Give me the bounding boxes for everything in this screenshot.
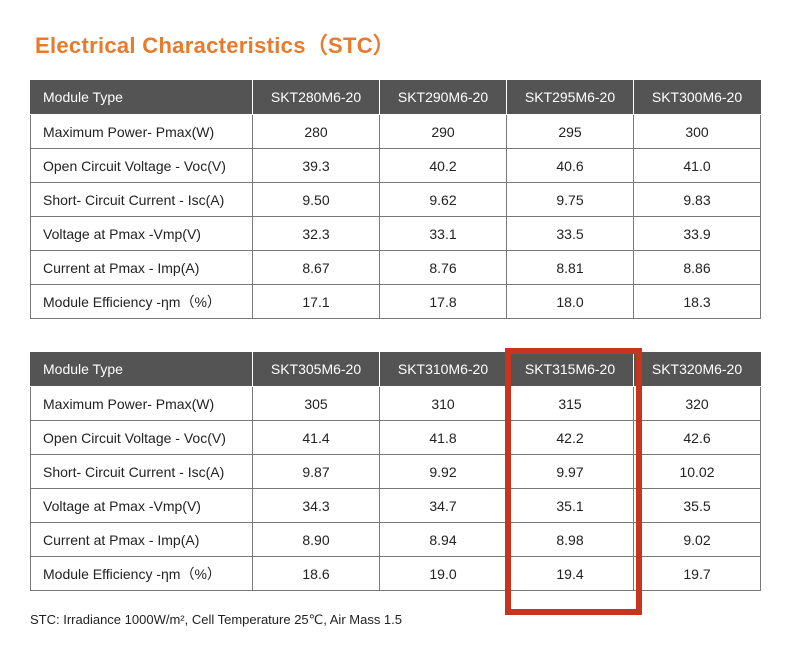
- value-cell: 8.67: [252, 250, 380, 285]
- value-cell: 9.75: [506, 182, 634, 217]
- value-cell: 41.4: [252, 420, 380, 455]
- value-cell: 10.02: [633, 454, 761, 489]
- value-cell: 305: [252, 386, 380, 421]
- row-label: Current at Pmax - Imp(A): [30, 522, 253, 557]
- row-label: Maximum Power- Pmax(W): [30, 114, 253, 149]
- header-cell-model: SKT280M6-20: [252, 80, 380, 115]
- row-label: Short- Circuit Current - Isc(A): [30, 454, 253, 489]
- value-cell: 40.2: [379, 148, 507, 183]
- table-row: Module Efficiency -ηm（%） 18.6 19.0 19.4 …: [30, 556, 761, 591]
- value-cell: 8.94: [379, 522, 507, 557]
- header-cell-module-type: Module Type: [30, 80, 253, 115]
- table-header-row: Module Type SKT280M6-20 SKT290M6-20 SKT2…: [30, 80, 761, 115]
- value-cell: 300: [633, 114, 761, 149]
- table-row: Maximum Power- Pmax(W) 305 310 315 320: [30, 386, 761, 421]
- header-cell-model: SKT315M6-20: [506, 352, 634, 387]
- value-cell: 33.1: [379, 216, 507, 251]
- value-cell: 9.62: [379, 182, 507, 217]
- value-cell: 18.3: [633, 284, 761, 319]
- header-cell-model: SKT300M6-20: [633, 80, 761, 115]
- value-cell: 8.98: [506, 522, 634, 557]
- row-label: Voltage at Pmax -Vmp(V): [30, 488, 253, 523]
- value-cell: 17.1: [252, 284, 380, 319]
- value-cell: 9.92: [379, 454, 507, 489]
- table-row: Voltage at Pmax -Vmp(V) 34.3 34.7 35.1 3…: [30, 488, 761, 523]
- value-cell: 9.02: [633, 522, 761, 557]
- spec-table-1: Module Type SKT280M6-20 SKT290M6-20 SKT2…: [30, 80, 761, 319]
- value-cell: 35.1: [506, 488, 634, 523]
- value-cell: 19.0: [379, 556, 507, 591]
- header-cell-model: SKT310M6-20: [379, 352, 507, 387]
- table-row: Open Circuit Voltage - Voc(V) 41.4 41.8 …: [30, 420, 761, 455]
- value-cell: 42.2: [506, 420, 634, 455]
- row-label: Current at Pmax - Imp(A): [30, 250, 253, 285]
- header-cell-model: SKT305M6-20: [252, 352, 380, 387]
- value-cell: 41.0: [633, 148, 761, 183]
- row-label: Maximum Power- Pmax(W): [30, 386, 253, 421]
- row-label: Module Efficiency -ηm（%）: [30, 556, 253, 591]
- value-cell: 41.8: [379, 420, 507, 455]
- value-cell: 9.97: [506, 454, 634, 489]
- page-title: Electrical Characteristics（STC）: [35, 33, 396, 58]
- header-cell-model: SKT290M6-20: [379, 80, 507, 115]
- value-cell: 42.6: [633, 420, 761, 455]
- value-cell: 34.7: [379, 488, 507, 523]
- value-cell: 32.3: [252, 216, 380, 251]
- header-cell-model: SKT320M6-20: [633, 352, 761, 387]
- value-cell: 19.4: [506, 556, 634, 591]
- value-cell: 34.3: [252, 488, 380, 523]
- table-row: Current at Pmax - Imp(A) 8.67 8.76 8.81 …: [30, 250, 761, 285]
- value-cell: 33.5: [506, 216, 634, 251]
- value-cell: 18.6: [252, 556, 380, 591]
- table-row: Maximum Power- Pmax(W) 280 290 295 300: [30, 114, 761, 149]
- value-cell: 310: [379, 386, 507, 421]
- table-row: Current at Pmax - Imp(A) 8.90 8.94 8.98 …: [30, 522, 761, 557]
- value-cell: 18.0: [506, 284, 634, 319]
- row-label: Voltage at Pmax -Vmp(V): [30, 216, 253, 251]
- value-cell: 280: [252, 114, 380, 149]
- value-cell: 40.6: [506, 148, 634, 183]
- row-label: Short- Circuit Current - Isc(A): [30, 182, 253, 217]
- value-cell: 315: [506, 386, 634, 421]
- table-row: Voltage at Pmax -Vmp(V) 32.3 33.1 33.5 3…: [30, 216, 761, 251]
- value-cell: 8.90: [252, 522, 380, 557]
- value-cell: 8.76: [379, 250, 507, 285]
- header-cell-model: SKT295M6-20: [506, 80, 634, 115]
- table-row: Module Efficiency -ηm（%） 17.1 17.8 18.0 …: [30, 284, 761, 319]
- value-cell: 295: [506, 114, 634, 149]
- row-label: Module Efficiency -ηm（%）: [30, 284, 253, 319]
- value-cell: 9.87: [252, 454, 380, 489]
- row-label: Open Circuit Voltage - Voc(V): [30, 420, 253, 455]
- value-cell: 290: [379, 114, 507, 149]
- table-row: Short- Circuit Current - Isc(A) 9.50 9.6…: [30, 182, 761, 217]
- spec-table-2: Module Type SKT305M6-20 SKT310M6-20 SKT3…: [30, 352, 761, 591]
- value-cell: 17.8: [379, 284, 507, 319]
- value-cell: 39.3: [252, 148, 380, 183]
- table-header-row: Module Type SKT305M6-20 SKT310M6-20 SKT3…: [30, 352, 761, 387]
- value-cell: 8.81: [506, 250, 634, 285]
- header-cell-module-type: Module Type: [30, 352, 253, 387]
- value-cell: 9.50: [252, 182, 380, 217]
- value-cell: 8.86: [633, 250, 761, 285]
- table-row: Open Circuit Voltage - Voc(V) 39.3 40.2 …: [30, 148, 761, 183]
- value-cell: 320: [633, 386, 761, 421]
- row-label: Open Circuit Voltage - Voc(V): [30, 148, 253, 183]
- value-cell: 33.9: [633, 216, 761, 251]
- value-cell: 9.83: [633, 182, 761, 217]
- table-row: Short- Circuit Current - Isc(A) 9.87 9.9…: [30, 454, 761, 489]
- value-cell: 35.5: [633, 488, 761, 523]
- value-cell: 19.7: [633, 556, 761, 591]
- stc-footnote: STC: Irradiance 1000W/m², Cell Temperatu…: [30, 612, 402, 627]
